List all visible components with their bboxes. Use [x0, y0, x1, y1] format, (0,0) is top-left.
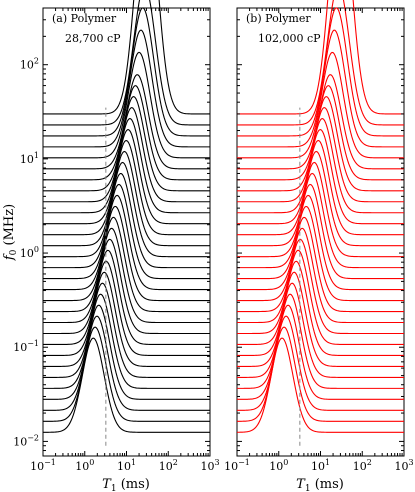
distribution-curve	[237, 118, 404, 214]
distribution-curve	[237, 205, 404, 302]
x-tick-label: 100	[75, 458, 94, 473]
distribution-curve	[43, 337, 210, 433]
x-tick-label: 10−1	[224, 458, 250, 473]
distribution-curve	[43, 304, 210, 400]
distribution-curve	[43, 293, 210, 389]
distribution-curve	[236, 337, 404, 433]
distribution-curve	[237, 238, 404, 335]
x-tick-label: 103	[394, 458, 413, 473]
y-tick-label: 101	[20, 151, 39, 166]
distribution-curve	[43, 106, 210, 203]
distribution-curve	[43, 271, 210, 367]
distribution-curve	[237, 51, 404, 159]
distribution-curve	[237, 128, 404, 225]
distribution-curve	[43, 0, 210, 115]
x-tick-label: 102	[159, 458, 178, 473]
distribution-curve	[237, 0, 404, 115]
distribution-curve	[237, 282, 404, 378]
distribution-curve	[43, 216, 210, 313]
distribution-curve	[237, 304, 404, 400]
distribution-curve	[43, 194, 210, 291]
distribution-curve	[237, 194, 404, 291]
distribution-curve	[43, 74, 210, 170]
distribution-curve	[237, 0, 404, 126]
distribution-curve	[43, 282, 210, 378]
distribution-curve	[43, 161, 210, 258]
distribution-curve	[237, 139, 404, 236]
distribution-curve	[43, 7, 210, 137]
x-tick-label: 102	[353, 458, 372, 473]
distribution-curve	[237, 216, 404, 313]
panel-a-ticks: 10−1 100 101 102 103 10−2 10−1 100 101 102	[13, 7, 220, 473]
distribution-curve	[237, 161, 404, 258]
distribution-curve	[237, 107, 404, 203]
distribution-curve	[43, 139, 210, 236]
panel-b-x-axis-label: T1 (ms)	[296, 477, 344, 492]
x-tick-label: 10−1	[30, 458, 56, 473]
distribution-curve	[43, 118, 210, 214]
distribution-curve	[43, 326, 210, 422]
x-tick-label: 103	[200, 458, 219, 473]
panel-b: 10−1 100 101 102 103 (b) Polymer 102,000 cP	[224, 0, 414, 473]
distribution-curve	[237, 150, 404, 247]
distribution-curve	[43, 173, 210, 269]
distribution-curve	[237, 172, 404, 269]
distribution-curve	[237, 260, 404, 356]
distribution-curve	[237, 315, 404, 411]
panel-a: 10−1 100 101 102 103 10−2 10−1 100 101 102 (a) Po…	[13, 0, 220, 473]
distribution-curve	[43, 205, 210, 302]
distribution-curve	[237, 74, 404, 170]
distribution-curve	[237, 29, 404, 148]
distribution-curve	[43, 260, 210, 356]
panel-b-viscosity: 102,000 cP	[258, 32, 321, 45]
y-axis-label: f0 (MHz)	[2, 204, 19, 261]
panel-b-label: (b) Polymer	[246, 12, 311, 25]
y-tick-label: 10−1	[13, 339, 39, 354]
x-tick-label: 101	[311, 458, 330, 473]
panel-a-label: (a) Polymer	[52, 12, 117, 25]
panel-b-ticks: 10−1 100 101 102 103	[224, 7, 414, 473]
y-tick-label: 102	[20, 57, 39, 72]
panel-a-x-axis-label: T1 (ms)	[102, 477, 150, 492]
x-tick-label: 101	[117, 458, 136, 473]
x-tick-label: 100	[269, 458, 288, 473]
distribution-curve	[237, 227, 404, 324]
y-tick-label: 10−2	[13, 433, 39, 448]
distribution-curve	[43, 183, 210, 280]
panel-a-curves	[43, 0, 210, 433]
distribution-curve	[237, 249, 404, 346]
distribution-curve	[43, 51, 210, 159]
distribution-curve	[43, 29, 210, 148]
y-tick-label: 100	[20, 245, 39, 260]
distribution-curve	[43, 0, 210, 126]
distribution-curve	[43, 227, 210, 324]
panel-b-curves	[236, 0, 404, 433]
distribution-curve	[237, 326, 404, 422]
distribution-curve	[43, 129, 210, 225]
distribution-curve	[43, 249, 210, 346]
distribution-curve	[43, 238, 210, 335]
distribution-curve	[43, 315, 210, 411]
panel-a-viscosity: 28,700 cP	[65, 32, 121, 45]
distribution-curve	[43, 150, 210, 247]
distribution-curve	[237, 271, 404, 367]
distribution-curve	[236, 293, 404, 389]
distribution-curve	[237, 183, 404, 280]
